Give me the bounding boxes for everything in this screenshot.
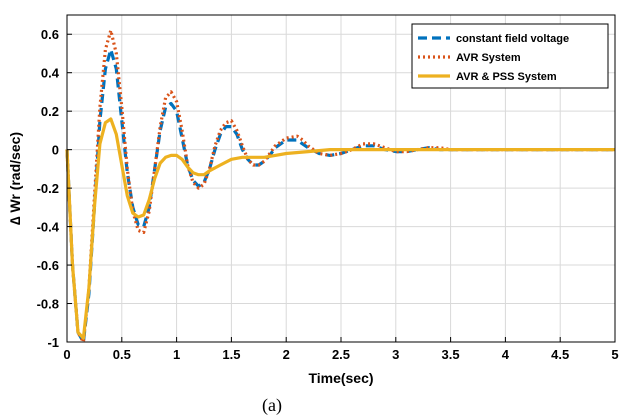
x-tick-label: 3 <box>392 347 399 362</box>
legend: constant field voltage AVR System AVR & PS… <box>411 23 609 89</box>
series-line-1 <box>65 28 615 344</box>
y-axis-label: ∆ Wr (rad/sec) <box>7 132 23 225</box>
y-tick-label: -1 <box>47 335 59 350</box>
x-tick-label: 4.5 <box>551 347 569 362</box>
legend-entry: constant field voltage <box>456 33 569 45</box>
y-tick-label: 0.4 <box>41 66 60 81</box>
series-line-2 <box>65 117 615 340</box>
y-tick-label: -0.4 <box>37 220 60 235</box>
figure-caption: (a) <box>262 395 282 416</box>
y-ticks: 0.6 0.4 0.2 0 -0.2 -0.4 -0.6 -0.8 -1 <box>37 27 72 350</box>
y-tick-label: 0 <box>52 143 59 158</box>
x-tick-label: 2.5 <box>332 347 350 362</box>
y-tick-label: 0.2 <box>41 104 59 119</box>
x-axis-label: Time(sec) <box>308 370 373 386</box>
x-ticks: 0 0.5 1 1.5 2 2.5 3 3.5 4 4.5 5 <box>63 337 619 362</box>
y-tick-label: -0.6 <box>37 258 59 273</box>
x-tick-label: 0.5 <box>113 347 131 362</box>
x-tick-label: 4 <box>502 347 510 362</box>
x-tick-label: 1.5 <box>222 347 240 362</box>
x-tick-label: 0 <box>63 347 70 362</box>
legend-entry: AVR System <box>456 52 521 64</box>
legend-entry: AVR & PSS System <box>456 71 557 83</box>
y-tick-label: -0.8 <box>37 297 59 312</box>
x-tick-label: 5 <box>611 347 618 362</box>
y-tick-label: 0.6 <box>41 27 59 42</box>
x-tick-label: 1 <box>173 347 180 362</box>
y-tick-label: -0.2 <box>37 181 59 196</box>
x-tick-label: 3.5 <box>442 347 460 362</box>
x-tick-label: 2 <box>283 347 290 362</box>
series-group <box>65 28 615 344</box>
